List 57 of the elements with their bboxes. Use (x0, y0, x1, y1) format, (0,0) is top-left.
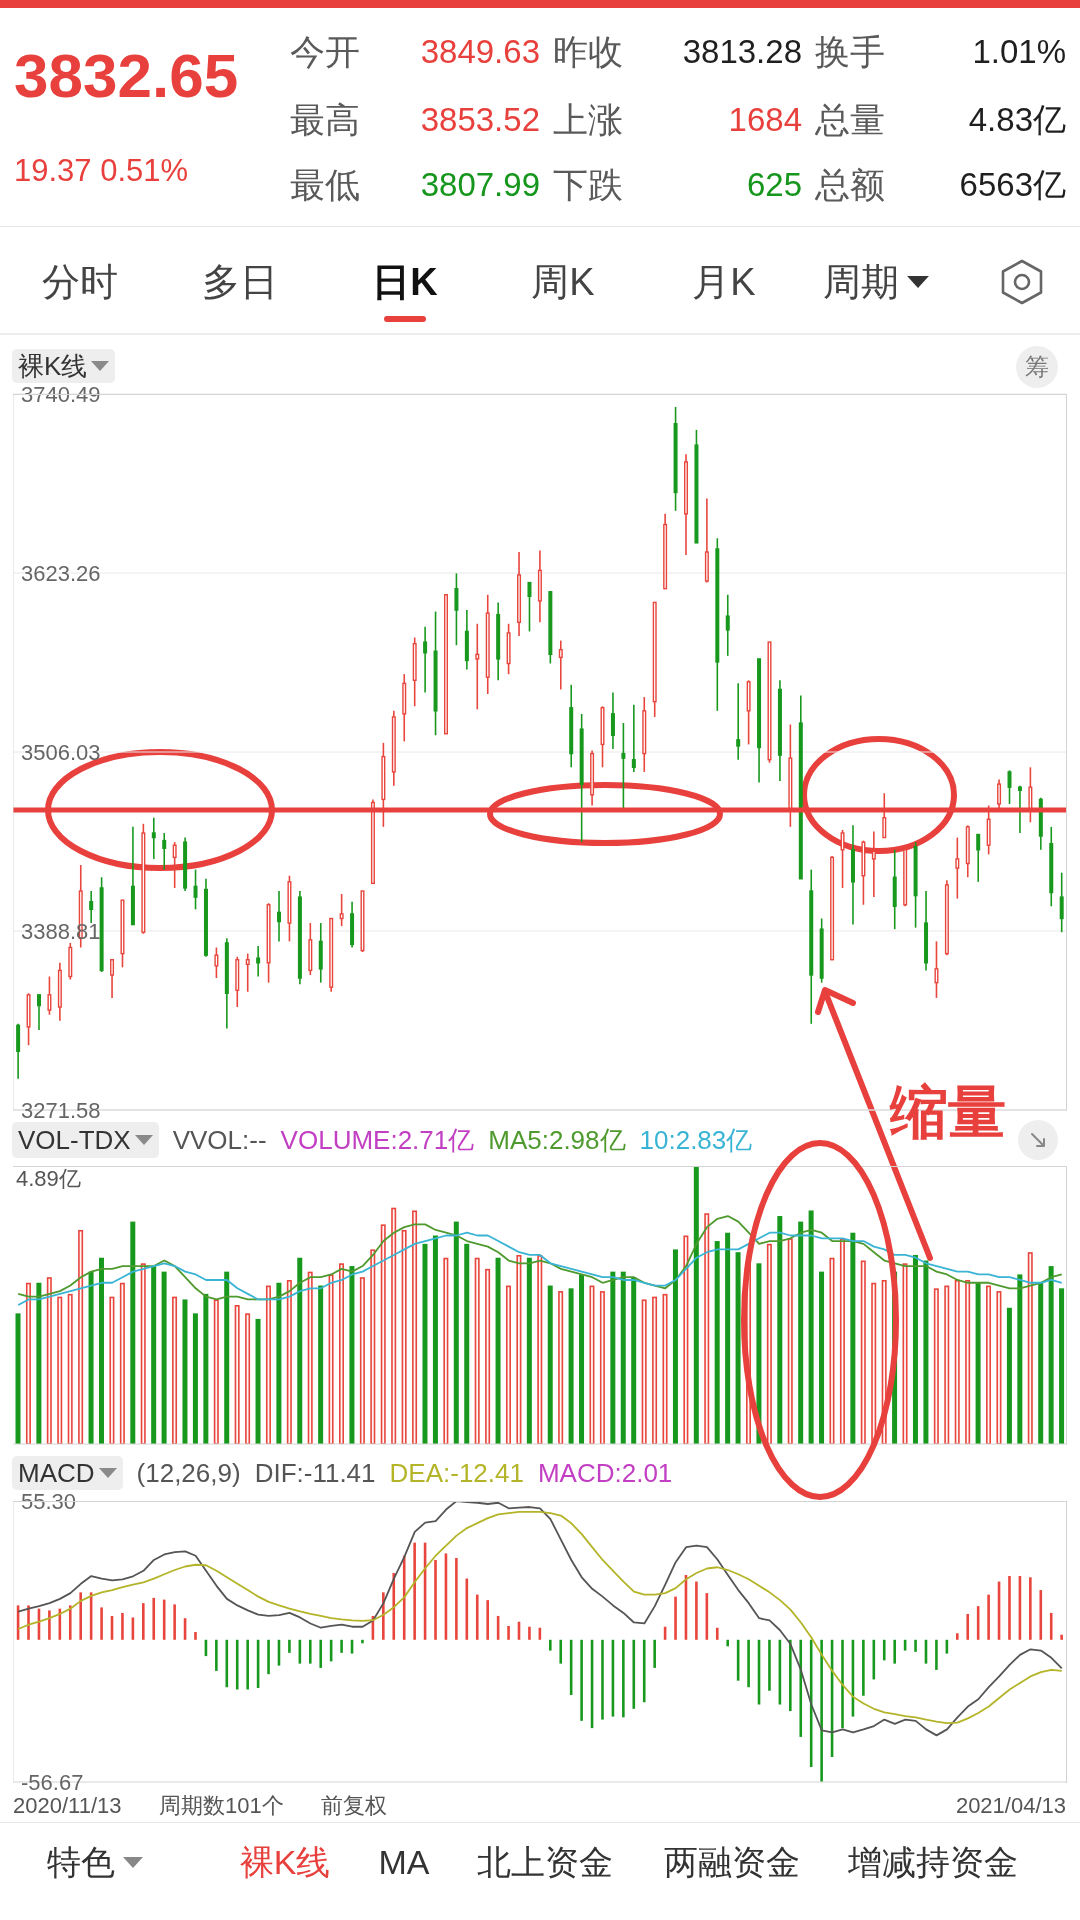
text: 北上资金 (477, 1843, 613, 1881)
text: 下跌 (553, 164, 623, 204)
text: 两融资金 (664, 1843, 800, 1881)
text: 19.37 0.51% (14, 153, 189, 188)
y-tick-label: 3271.58 (21, 1097, 101, 1123)
text: 特色 (47, 1843, 115, 1881)
text: (12,26,9) (136, 1458, 241, 1488)
text: 多日 (202, 261, 278, 303)
round-button: 筹 (1016, 346, 1058, 388)
text: 625 (746, 165, 802, 203)
text: 3849.63 (420, 32, 540, 70)
text: MA (378, 1843, 430, 1881)
text: 2021/04/13 (955, 1793, 1066, 1818)
chart-title: MACD (18, 1458, 95, 1488)
series-label: DEA:-12.41 (389, 1458, 524, 1488)
y-tick-label: 3506.03 (21, 739, 101, 765)
dropdown-button: 裸K线 (12, 349, 116, 383)
text: 最低 (290, 164, 360, 204)
text: 6563亿 (959, 165, 1066, 203)
text: 4.83亿 (968, 100, 1066, 138)
text: 总量 (815, 99, 885, 139)
text: 3807.99 (420, 165, 540, 203)
text: 3853.52 (420, 100, 540, 138)
text: 最高 (290, 99, 360, 139)
text: 3832.65 (14, 41, 239, 110)
text: DIF:-11.41 (254, 1458, 376, 1488)
text: 3813.28 (682, 32, 802, 70)
text: 前复权 (321, 1793, 387, 1818)
text: 1.01% (972, 32, 1066, 70)
annotation: 缩量 (890, 1079, 1006, 1144)
text: 上涨 (553, 99, 623, 139)
text: 裸K线 (239, 1843, 331, 1881)
text: 今开 (290, 31, 360, 71)
text: 周期数101个 (159, 1793, 284, 1818)
text: 日K (372, 261, 438, 303)
text: MA5:2.98亿 (488, 1125, 626, 1155)
text: 周K (531, 261, 595, 303)
text: VOLUME:2.71亿 (280, 1125, 475, 1155)
text: 周期 (823, 261, 899, 303)
y-tick-label: 3623.26 (21, 560, 101, 586)
chart-title: 裸K线 (18, 351, 88, 381)
text: MACD:2.01 (537, 1458, 673, 1488)
text: 增减持资金 (848, 1843, 1018, 1881)
text: 昨收 (553, 31, 623, 71)
dropdown-button: VOL-TDX (12, 1122, 159, 1158)
text: VVOL:-- (172, 1125, 267, 1155)
text: 总额 (815, 164, 885, 204)
text: 10:2.83亿 (639, 1125, 753, 1155)
text: 月K (692, 261, 756, 303)
dropdown-button: MACD (12, 1456, 123, 1490)
chart-title: VOL-TDX (18, 1125, 131, 1155)
text: 2020/11/13 (13, 1793, 122, 1818)
text: 1684 (728, 100, 802, 138)
annotation: 4.89亿 (16, 1166, 81, 1191)
y-tick-label: -56.67 (21, 1769, 84, 1795)
text: 分时 (42, 261, 118, 303)
text: 换手 (815, 31, 885, 71)
